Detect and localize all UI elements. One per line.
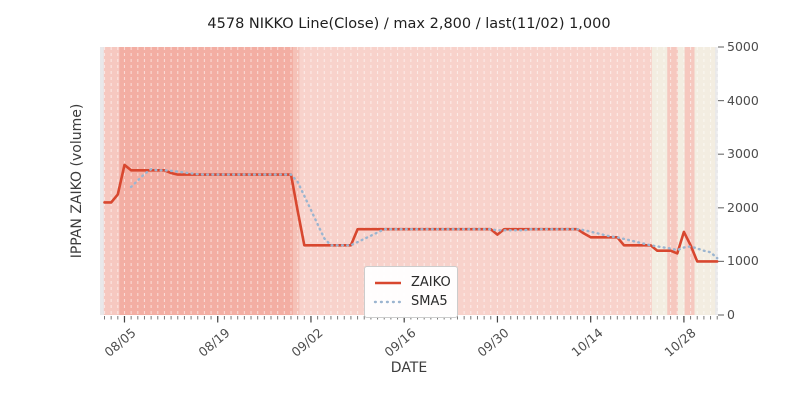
background-band — [651, 47, 668, 315]
background-band — [119, 47, 293, 315]
x-axis-label: DATE — [390, 360, 428, 376]
y-axis-label: IPPAN ZAIKO (volume) — [69, 103, 85, 259]
legend-item-zaiko: ZAIKO — [373, 273, 451, 292]
chart-title: 4578 NIKKO Line(Close) / max 2,800 / las… — [207, 16, 611, 32]
y-tick-label: 1000 — [727, 253, 759, 269]
y-tick-label: 0 — [727, 307, 735, 322]
y-tick-label: 2000 — [727, 199, 759, 215]
y-tick-label: 3000 — [727, 146, 759, 162]
background-band — [299, 47, 652, 315]
legend-item-sma5: SMA5 — [373, 292, 449, 311]
background-band — [677, 47, 685, 315]
y-tick-label: 4000 — [727, 92, 759, 108]
legend: ZAIKO SMA5 — [364, 266, 458, 318]
zaiko-line-swatch-icon — [375, 281, 401, 284]
series-line-sma5 — [129, 167, 719, 260]
sma5-dotted-swatch-icon — [373, 300, 403, 303]
y-tick-label: 5000 — [727, 39, 759, 54]
background-band — [684, 47, 695, 315]
legend-label-sma5: SMA5 — [411, 294, 448, 309]
legend-label-zaiko: ZAIKO — [411, 275, 451, 290]
background-band — [292, 47, 300, 315]
background-band — [667, 47, 678, 315]
